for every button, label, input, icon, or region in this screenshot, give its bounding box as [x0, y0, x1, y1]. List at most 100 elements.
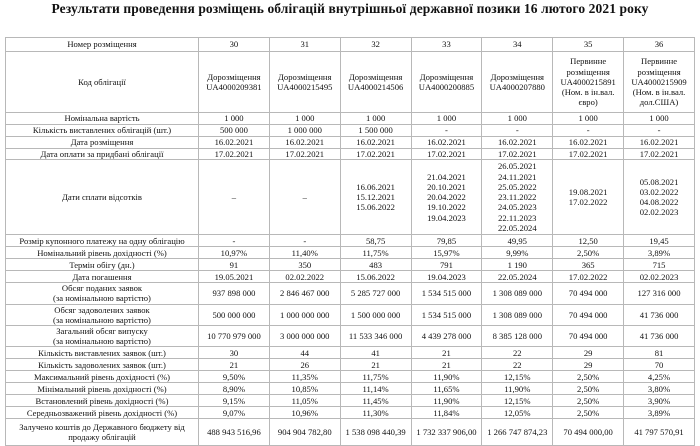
table-row: Дата розміщення 16.02.2021 16.02.2021 16.02… [5, 136, 695, 149]
table-cell: 2,50% [552, 370, 625, 384]
table-cell: Первинне розміщення UA4000215891 (Ном. в… [552, 51, 625, 113]
table-cell: 91 [198, 258, 270, 272]
row-label: Розмір купонного платежу на одну облігац… [5, 234, 199, 248]
table-cell: 16.02.2021 [339, 136, 412, 149]
table-cell: 2,50% [552, 246, 625, 260]
row-label: Термін обігу (дн.) [5, 258, 199, 272]
row-label: Максимальний рівень дохідності (%) [5, 370, 199, 384]
table-row: Номер розміщення 30 31 32 33 34 35 36 [5, 37, 695, 52]
table-cell: 11,90% [481, 382, 554, 396]
table-cell: 3,89% [623, 406, 695, 420]
table-cell: 58,75 [339, 234, 412, 248]
table-cell: 34 [481, 37, 554, 52]
table-cell: 1 000 000 000 [268, 303, 341, 327]
table-cell: 483 [339, 258, 412, 272]
table-cell: 33 [410, 37, 483, 52]
table-cell: 3,80% [623, 382, 695, 396]
table-cell: 1 190 [481, 258, 554, 272]
table-cell: 488 943 516,96 [198, 418, 270, 446]
table-cell: 1 732 337 906,00 [410, 418, 483, 446]
table-cell: 1 000 [410, 112, 483, 125]
table-cell: 1 000 [552, 112, 625, 125]
table-cell: 12,50 [552, 234, 625, 248]
bond-results-table: Номер розміщення 30 31 32 33 34 35 36 Код обліга… [5, 37, 695, 446]
table-cell: 1 308 089 000 [481, 303, 554, 327]
table-cell: 17.02.2021 [623, 147, 695, 161]
table-cell: 30 [198, 346, 270, 360]
table-cell: Дорозміщення UA4000200885 [410, 51, 483, 113]
table-cell: 127 316 000 [623, 282, 695, 305]
table-cell: 1 266 747 874,23 [481, 418, 554, 446]
table-cell: 02.02.2023 [623, 270, 695, 284]
table-cell: 79,85 [410, 234, 483, 248]
table-cell: 35 [552, 37, 625, 52]
table-cell: 2,50% [552, 406, 625, 420]
table-cell: 1 000 [339, 112, 412, 125]
table-cell: 81 [623, 346, 695, 360]
table-cell: 1 000 000 [268, 124, 341, 137]
row-label: Середньозважений рівень дохідності (%) [5, 406, 199, 420]
table-cell: 05.08.2021 03.02.2022 04.08.2022 02.02.2… [623, 159, 695, 236]
table-cell: 41 797 570,91 [623, 418, 695, 446]
table-cell: 70 494 000 [552, 303, 625, 327]
table-cell: 17.02.2021 [339, 147, 412, 161]
table-cell: 17.02.2021 [481, 147, 554, 161]
table-cell: 10,85% [268, 382, 341, 396]
table-cell: 11,40% [268, 246, 341, 260]
row-label: Номер розміщення [5, 37, 199, 52]
table-cell: 1 500 000 [339, 124, 412, 137]
table-cell: Дорозміщення UA4000214506 [339, 51, 412, 113]
table-cell: 3 000 000 000 [268, 325, 341, 348]
row-label: Обсяг задоволених заявок (за номінальною… [5, 303, 199, 327]
row-label: Код облігації [5, 51, 199, 113]
table-cell: 2,50% [552, 394, 625, 408]
table-cell: 16.02.2021 [268, 136, 341, 149]
table-row: Обсяг задоволених заявок (за номінальною… [5, 303, 695, 327]
row-label: Залучено коштів до Державного бюджету ві… [5, 418, 199, 446]
table-cell: 30 [198, 37, 270, 52]
table-cell: 70 494 000,00 [552, 418, 625, 446]
table-cell: 17.02.2021 [268, 147, 341, 161]
row-label: Кількість виставлених облігацій (шт.) [5, 124, 199, 137]
row-label: Дати сплати відсотків [5, 159, 199, 236]
table-cell: 11,90% [410, 394, 483, 408]
table-cell: 12,15% [481, 394, 554, 408]
table-cell: 904 904 782,80 [268, 418, 341, 446]
row-label: Номінальна вартість [5, 112, 199, 125]
table-cell: 17.02.2022 [552, 270, 625, 284]
table-cell: 937 898 000 [198, 282, 270, 305]
table-cell: 22 [481, 358, 554, 372]
table-cell: 11,30% [339, 406, 412, 420]
table-cell: 1 000 [198, 112, 270, 125]
table-cell: 4 439 278 000 [410, 325, 483, 348]
table-row: Максимальний рівень дохідності (%) 9,50% 1… [5, 370, 695, 384]
table-cell: 1 000 [481, 112, 554, 125]
table-cell: 21 [339, 358, 412, 372]
table-row: Номінальний рівень дохідності (%) 10,97% 1… [5, 246, 695, 260]
row-label: Обсяг поданих заявок (за номінальною вар… [5, 282, 199, 305]
table-cell: 26.05.2021 24.11.2021 25.05.2022 23.11.2… [481, 159, 554, 236]
table-cell: 19,45 [623, 234, 695, 248]
table-cell: 02.02.2022 [268, 270, 341, 284]
row-label: Дата погашення [5, 270, 199, 284]
table-cell: 70 494 000 [552, 282, 625, 305]
table-cell: 17.02.2021 [410, 147, 483, 161]
table-cell: 9,50% [198, 370, 270, 384]
table-cell: 11,90% [410, 370, 483, 384]
table-row: Дата оплати за придбані облігації 17.02.2… [5, 147, 695, 161]
page-title: Результати проведення розміщень облігаці… [51, 1, 649, 16]
table-cell: 16.06.2021 15.12.2021 15.06.2022 [339, 159, 412, 236]
table-cell: 70 494 000 [552, 325, 625, 348]
table-row: Загальний обсяг випуску (за номінальною … [5, 325, 695, 348]
table-cell: 21.04.2021 20.10.2021 20.04.2022 19.10.2… [410, 159, 483, 236]
table-cell: 15,97% [410, 246, 483, 260]
table-cell: 500 000 000 [198, 303, 270, 327]
table-cell: 11,84% [410, 406, 483, 420]
table-cell: 715 [623, 258, 695, 272]
row-label: Мінімальний рівень дохідності (%) [5, 382, 199, 396]
row-label: Кількість виставлених заявок (шт.) [5, 346, 199, 360]
table-cell: Дорозміщення UA4000209381 [198, 51, 270, 113]
table-cell: 5 285 727 000 [339, 282, 412, 305]
row-label: Дата розміщення [5, 136, 199, 149]
row-label: Встановлений рівень дохідності (%) [5, 394, 199, 408]
